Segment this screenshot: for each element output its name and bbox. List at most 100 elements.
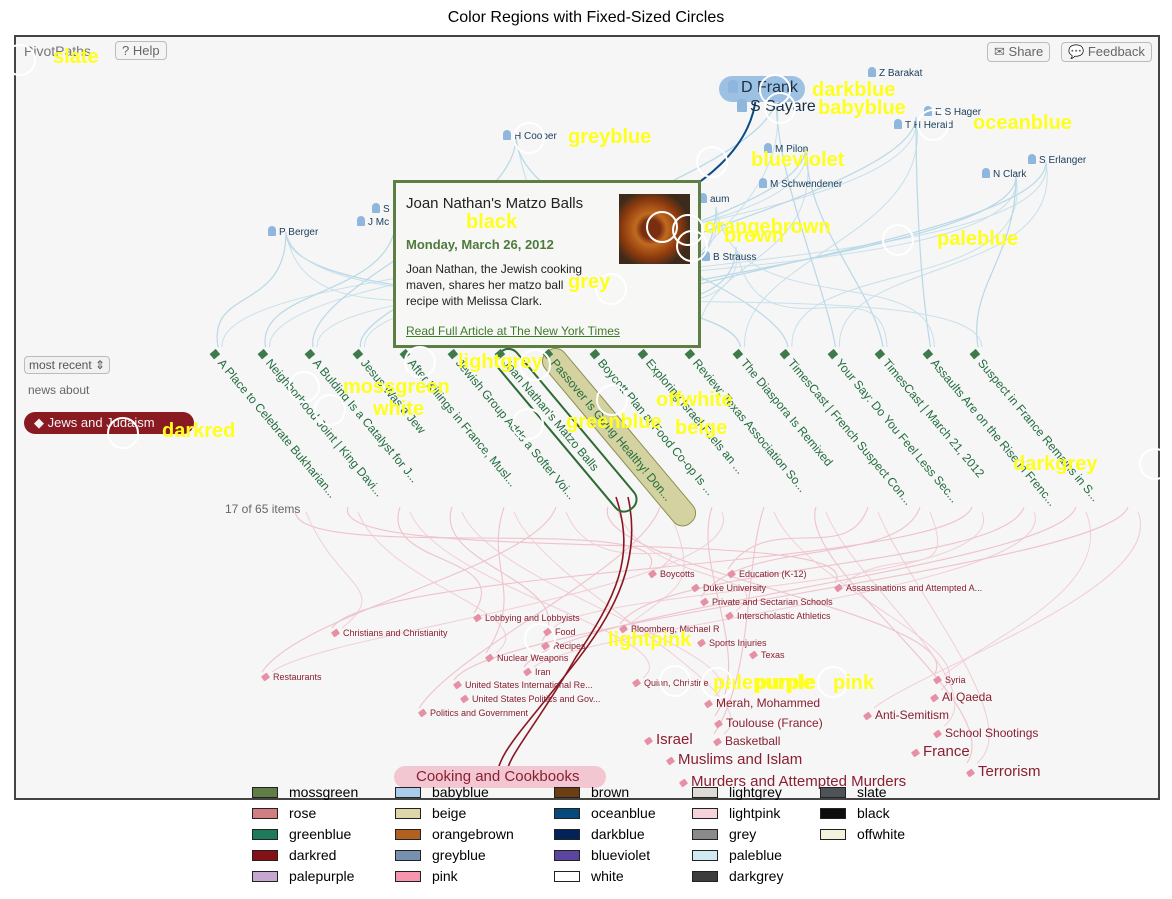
legend-item: greyblue xyxy=(395,847,486,863)
tag-link-curve xyxy=(629,511,685,625)
tag-icon xyxy=(540,641,551,651)
person-node[interactable]: aum xyxy=(699,193,729,205)
tag-icon xyxy=(965,768,976,778)
tag-node[interactable]: Bloomberg, Michael R xyxy=(618,624,720,634)
legend-swatch xyxy=(252,871,278,882)
tag-cooking-and-cookbooks[interactable]: Cooking and Cookbooks xyxy=(394,766,606,788)
tag-node[interactable]: Merah, Mohammed xyxy=(703,696,821,710)
tag-node[interactable]: Food xyxy=(542,627,576,637)
person-name: Z Barakat xyxy=(879,68,923,79)
share-button[interactable]: ✉ Share xyxy=(987,42,1051,62)
topic-tag-jews-and-judaism[interactable]: ◆ Jews and Judaism xyxy=(24,412,194,434)
tag-label: Basketball xyxy=(725,734,781,748)
tag-node[interactable]: Murders and Attempted Murders xyxy=(678,773,906,790)
tag-node[interactable]: United States International Re... xyxy=(452,680,593,690)
person-node[interactable]: S xyxy=(372,203,390,215)
tag-link-curve xyxy=(877,511,990,764)
popup-title: Joan Nathan's Matzo Balls xyxy=(406,195,584,212)
tag-icon xyxy=(929,693,940,703)
person-name: H Cooper xyxy=(514,131,557,142)
person-node[interactable]: M Pilon xyxy=(764,143,808,155)
tag-label: France xyxy=(923,743,970,760)
tag-icon xyxy=(472,613,483,623)
tag-node[interactable]: Boycotts xyxy=(647,569,695,579)
popup-read-more-link[interactable]: Read Full Article at The New York Times xyxy=(406,324,620,338)
person-node[interactable]: S Erlanger xyxy=(1028,154,1086,166)
tag-node[interactable]: Syria xyxy=(932,675,966,685)
tag-label: Boycotts xyxy=(660,569,695,579)
person-icon xyxy=(268,226,276,236)
person-node[interactable]: Z Barakat xyxy=(868,67,922,79)
speech-bubble-icon: 💬 xyxy=(1068,44,1085,59)
tag-link-curve xyxy=(619,506,1025,625)
tag-node[interactable]: France xyxy=(910,743,970,760)
person-node[interactable]: B Strauss xyxy=(702,251,756,263)
tag-node[interactable]: Basketball xyxy=(712,734,781,748)
legend-item: oceanblue xyxy=(554,805,656,821)
person-icon xyxy=(924,106,932,116)
person-node[interactable]: J Mc xyxy=(357,216,389,228)
person-node[interactable]: E S Hager xyxy=(924,106,981,118)
legend-swatch xyxy=(252,808,278,819)
person-name: E S Hager xyxy=(935,107,982,118)
tag-node[interactable]: Recipes xyxy=(540,641,586,651)
tag-node[interactable]: School Shootings xyxy=(932,726,1038,740)
tag-node[interactable]: Terrorism xyxy=(965,763,1041,780)
person-node[interactable]: H Cooper xyxy=(503,130,557,142)
tag-node[interactable]: Education (K-12) xyxy=(726,569,807,579)
legend-item: offwhite xyxy=(820,826,905,842)
tag-link-curve xyxy=(357,511,506,654)
tag-label: Interscholastic Athletics xyxy=(737,611,831,621)
legend-item: black xyxy=(820,805,890,821)
tag-icon xyxy=(542,627,553,637)
legend-swatch xyxy=(554,787,580,798)
person-node[interactable]: D Frank xyxy=(728,79,798,97)
tag-node[interactable]: Iran xyxy=(522,667,551,677)
person-node[interactable]: N Clark xyxy=(982,168,1026,180)
tag-node[interactable]: Nuclear Weapons xyxy=(484,653,568,663)
tag-node[interactable]: Politics and Government xyxy=(417,708,528,718)
tag-node[interactable]: Al Qaeda xyxy=(929,690,992,704)
tag-node[interactable]: Israel xyxy=(643,731,693,748)
sort-select[interactable]: most recent ⇕ xyxy=(24,356,111,374)
tag-node[interactable]: United States Politics and Gov... xyxy=(459,694,600,704)
person-name: M Pilon xyxy=(775,144,809,155)
person-node[interactable]: M Schwendener xyxy=(759,178,842,190)
tag-node[interactable]: Restaurants xyxy=(260,672,322,682)
tag-node[interactable]: Lobbying and Lobbyists xyxy=(472,613,580,623)
legend-label: darkblue xyxy=(591,826,645,842)
person-icon xyxy=(372,203,380,213)
legend-swatch xyxy=(252,829,278,840)
person-link-curve xyxy=(791,176,1018,348)
tag-label: Anti-Semitism xyxy=(875,708,950,722)
person-link-curve xyxy=(696,146,809,348)
tag-node[interactable]: Duke University xyxy=(690,583,766,593)
tag-node[interactable]: Interscholastic Athletics xyxy=(724,611,831,621)
tag-link-curve xyxy=(713,506,765,735)
tag-node[interactable]: Assassinations and Attempted A... xyxy=(833,583,982,593)
tag-node[interactable]: Anti-Semitism xyxy=(862,708,950,722)
tag-node[interactable]: Christians and Christianity xyxy=(330,628,448,638)
legend-label: slate xyxy=(857,784,887,800)
tag-node[interactable]: Texas xyxy=(748,650,785,660)
tag-link-curve xyxy=(707,506,730,717)
tag-icon xyxy=(330,628,341,638)
person-node[interactable]: P Berger xyxy=(268,226,318,238)
legend-item: greenblue xyxy=(252,826,351,842)
tag-node[interactable]: Private and Sectarian Schools xyxy=(699,597,833,607)
person-node[interactable]: S Sayare xyxy=(737,98,816,116)
tag-node[interactable]: Muslims and Islam xyxy=(665,751,802,768)
tag-label: Private and Sectarian Schools xyxy=(712,597,833,607)
tag-label: Merah, Mohammed xyxy=(716,696,821,710)
tag-node[interactable]: Sports Injuries xyxy=(696,638,767,648)
color-legend: mossgreen rose greenblue darkred palepurple b… xyxy=(252,784,932,889)
tag-node[interactable]: Quinn, Christine xyxy=(631,678,709,688)
legend-swatch xyxy=(395,850,421,861)
help-button[interactable]: ? Help xyxy=(115,41,167,60)
tag-node[interactable]: Toulouse (France) xyxy=(713,716,823,730)
person-link-curve xyxy=(805,146,884,348)
feedback-button[interactable]: 💬 Feedback xyxy=(1061,42,1152,62)
person-node[interactable]: T H Herald xyxy=(894,119,953,131)
legend-label: pink xyxy=(432,868,458,884)
legend-item: darkblue xyxy=(554,826,645,842)
